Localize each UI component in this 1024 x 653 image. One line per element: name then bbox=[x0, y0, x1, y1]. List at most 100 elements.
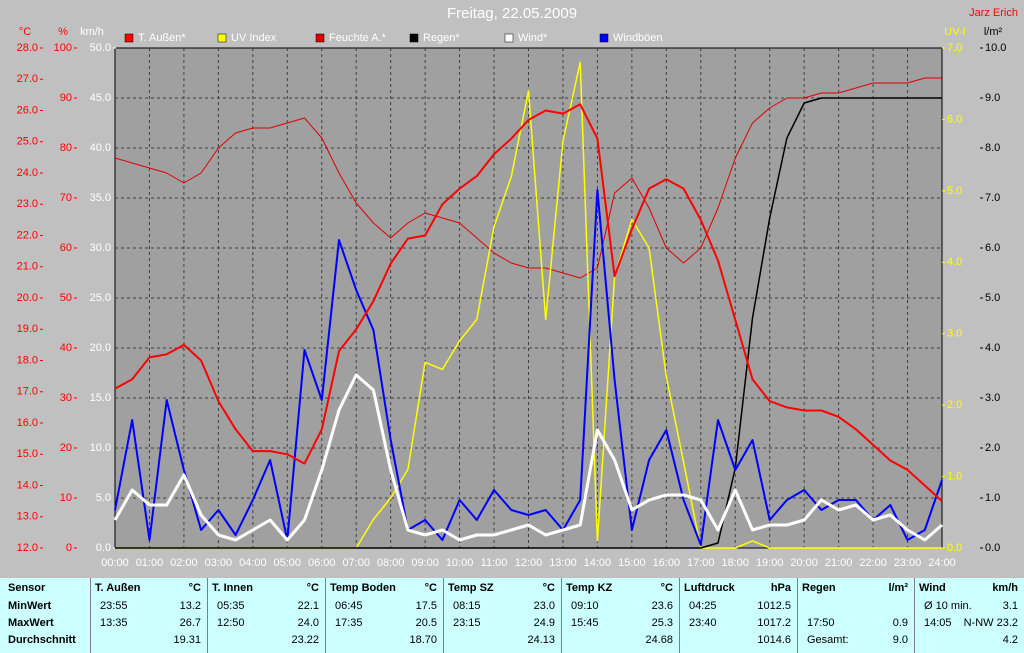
x-tick-label: 24:00 bbox=[928, 557, 956, 569]
header-name: Wind bbox=[919, 582, 946, 594]
x-tick-label: 11:00 bbox=[481, 557, 508, 569]
y-tick-label: 27.0 bbox=[17, 73, 38, 85]
cell-time: 04:25 bbox=[689, 600, 717, 612]
x-tick-label: 02:00 bbox=[170, 557, 198, 569]
cell-value: 24.68 bbox=[645, 634, 673, 646]
legend-swatch bbox=[504, 33, 514, 43]
y-tick-label: 10.0 bbox=[90, 442, 111, 454]
y-tick-label: 0.0 bbox=[96, 542, 111, 554]
y-tick-label: 20.0 bbox=[17, 292, 38, 304]
y-tick-label: 22.0 bbox=[17, 229, 38, 241]
cell-time: 13:35 bbox=[100, 617, 128, 629]
y-tick-label: 0.0 bbox=[985, 542, 1000, 554]
header-unit: °C bbox=[306, 582, 319, 594]
series-line bbox=[113, 373, 943, 542]
y-tick-label: 50.0 bbox=[90, 42, 111, 54]
header-unit: hPa bbox=[770, 582, 791, 594]
y-tick-label: 40.0 bbox=[90, 142, 111, 154]
x-tick-label: 01:00 bbox=[136, 557, 164, 569]
x-tick-label: 00:00 bbox=[101, 557, 129, 569]
cell-value: 20.5 bbox=[415, 617, 437, 629]
cell-time: 05:35 bbox=[217, 600, 245, 612]
legend-swatch bbox=[315, 33, 325, 43]
y-tick-label: 20.0 bbox=[90, 342, 111, 354]
series-line bbox=[114, 103, 943, 502]
y-tick-label: 15.0 bbox=[90, 392, 111, 404]
x-tick-label: 16:00 bbox=[653, 557, 681, 569]
legend-label: Feuchte A.* bbox=[329, 32, 387, 44]
series-line bbox=[114, 189, 943, 546]
cell-value: 0.9 bbox=[892, 617, 908, 629]
cell-time: Ø 10 min. bbox=[924, 600, 972, 612]
y-tick-label: 3.0 bbox=[947, 328, 962, 340]
y-tick-label: 17.0 bbox=[17, 386, 38, 398]
row-label: Durchschnitt bbox=[8, 634, 76, 646]
y-tick-label: 24.0 bbox=[17, 167, 38, 179]
cell-value: 24.13 bbox=[527, 634, 555, 646]
y-tick-label: 1.0 bbox=[985, 492, 1000, 504]
y-tick-label: 1.0 bbox=[947, 470, 962, 482]
y-tick-label: 3.0 bbox=[985, 392, 1000, 404]
x-tick-label: 10:00 bbox=[446, 557, 474, 569]
x-tick-label: 06:00 bbox=[308, 557, 336, 569]
series-line bbox=[115, 97, 942, 549]
cell-time: 15:45 bbox=[571, 617, 599, 629]
header-name: Temp SZ bbox=[448, 582, 494, 594]
axis-label: UV-I bbox=[944, 26, 965, 38]
chart: Freitag, 22.05.2009 Jarz Erich 00:00 01:0… bbox=[17, 5, 1018, 569]
y-tick-label: 14.0 bbox=[17, 479, 38, 491]
x-tick-label: 17:00 bbox=[687, 557, 715, 569]
x-tick-label: 15:00 bbox=[618, 557, 646, 569]
x-tick-label: 23:00 bbox=[894, 557, 922, 569]
y-tick-label: 60 bbox=[60, 242, 72, 254]
y-tick-label: 4.0 bbox=[947, 256, 962, 268]
header-unit: °C bbox=[542, 582, 555, 594]
x-tick-label: 20:00 bbox=[790, 557, 818, 569]
cell-time: Gesamt: bbox=[807, 634, 849, 646]
y-tick-label: 20 bbox=[60, 442, 72, 454]
x-tick-label: 18:00 bbox=[721, 557, 749, 569]
row-label: MinWert bbox=[8, 600, 52, 612]
cell-value: 1014.6 bbox=[757, 634, 791, 646]
y-tick-label: 45.0 bbox=[90, 92, 111, 104]
x-tick-label: 09:00 bbox=[411, 557, 439, 569]
column-separator bbox=[325, 578, 326, 653]
x-tick-label: 21:00 bbox=[825, 557, 853, 569]
y-tick-label: 0 bbox=[66, 542, 72, 554]
y-tick-label: 8.0 bbox=[985, 142, 1000, 154]
axis-label: % bbox=[58, 26, 68, 38]
column-separator bbox=[914, 578, 915, 653]
y-tick-label: 25.0 bbox=[17, 136, 38, 148]
x-tick-label: 04:00 bbox=[239, 557, 267, 569]
y-tick-label: 16.0 bbox=[17, 417, 38, 429]
y-tick-label: 10.0 bbox=[985, 42, 1006, 54]
header-name: T. Innen bbox=[212, 582, 253, 594]
header-unit: °C bbox=[424, 582, 437, 594]
axis-label: km/h bbox=[80, 26, 104, 38]
axis-label: °C bbox=[19, 26, 31, 38]
column-separator bbox=[90, 578, 91, 653]
y-tick-label: 18.0 bbox=[17, 354, 38, 366]
cell-value: 18.70 bbox=[409, 634, 437, 646]
y-tick-label: 90 bbox=[60, 92, 72, 104]
header-unit: km/h bbox=[992, 582, 1018, 594]
y-tick-label: 23.0 bbox=[17, 198, 38, 210]
header-name: T. Außen bbox=[95, 582, 141, 594]
axis-label: l/m² bbox=[984, 26, 1003, 38]
header-unit: °C bbox=[188, 582, 201, 594]
series-line bbox=[114, 77, 942, 279]
y-tick-label: 6.0 bbox=[985, 242, 1000, 254]
cell-value: 25.3 bbox=[651, 617, 673, 629]
y-tick-label: 4.0 bbox=[985, 342, 1000, 354]
corner-label: Jarz Erich bbox=[969, 7, 1018, 19]
cell-time: 08:15 bbox=[453, 600, 481, 612]
x-tick-label: 22:00 bbox=[859, 557, 887, 569]
column-separator bbox=[797, 578, 798, 653]
cell-time: 09:10 bbox=[571, 600, 599, 612]
y-tick-label: 50 bbox=[60, 292, 72, 304]
y-tick-label: 6.0 bbox=[947, 113, 962, 125]
cell-time: 23:55 bbox=[100, 600, 128, 612]
y-tick-label: 35.0 bbox=[90, 192, 111, 204]
y-tick-label: 30.0 bbox=[90, 242, 111, 254]
header-unit: °C bbox=[660, 582, 673, 594]
